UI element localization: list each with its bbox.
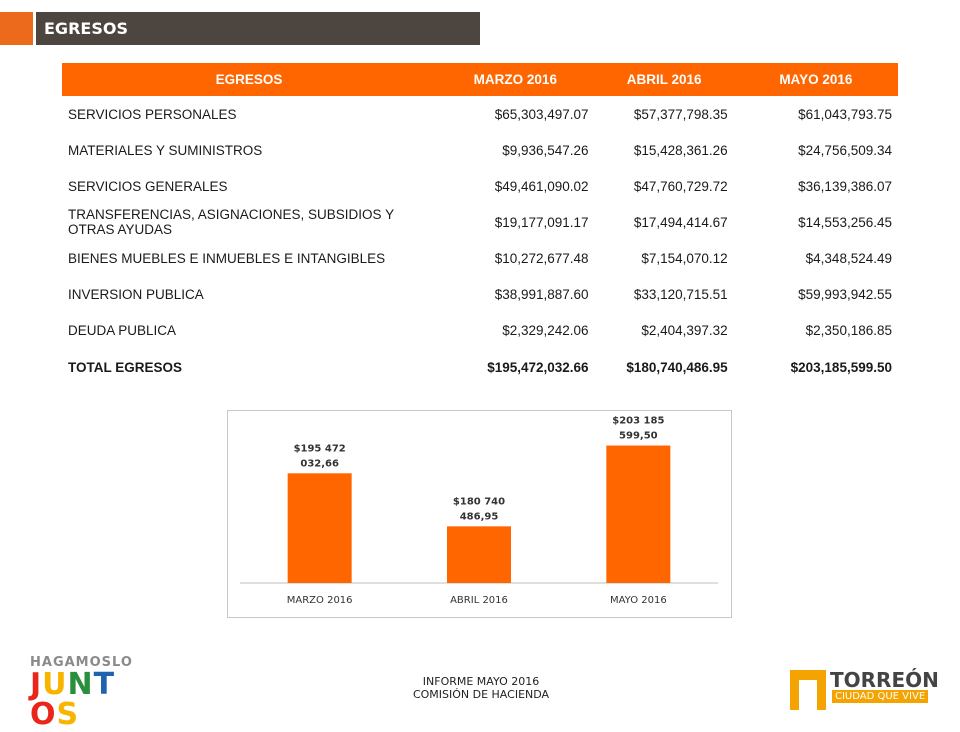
total-mayo: $203,185,599.50 bbox=[790, 359, 892, 375]
expenses-table: EGRESOS MARZO 2016 ABRIL 2016 MAYO 2016 … bbox=[62, 63, 898, 386]
cell-mayo: $14,553,256.45 bbox=[798, 214, 892, 230]
x-tick-label: ABRIL 2016 bbox=[450, 595, 508, 606]
table-row: TRANSFERENCIAS, ASIGNACIONES, SUBSIDIOS … bbox=[62, 204, 898, 240]
juntos-logo: HAGAMOSLO JUNT OS bbox=[30, 655, 140, 730]
column-header-marzo: MARZO 2016 bbox=[436, 63, 595, 96]
cell-abril: $17,494,414.67 bbox=[633, 214, 728, 230]
cell-mayo: $24,756,509.34 bbox=[798, 142, 892, 158]
logo-letter: U bbox=[42, 667, 68, 702]
logo-letter: N bbox=[67, 667, 94, 702]
footer-report-title: INFORME MAYO 2016 bbox=[422, 675, 540, 688]
cell-marzo: $10,272,677.48 bbox=[494, 250, 589, 266]
cell-mayo: $2,350,186.85 bbox=[805, 322, 892, 338]
table-row: SERVICIOS PERSONALES $65,303,497.07 $57,… bbox=[62, 96, 898, 132]
chart-bar bbox=[287, 473, 352, 583]
column-header-egresos: EGRESOS bbox=[62, 63, 437, 96]
footer: INFORME MAYO 2016 COMISIÓN DE HACIENDA bbox=[315, 668, 647, 716]
chart-bar bbox=[447, 526, 511, 583]
total-marzo: $195,472,032.66 bbox=[487, 359, 589, 375]
cell-abril: $33,120,715.51 bbox=[633, 286, 728, 302]
cell-marzo: $2,329,242.06 bbox=[502, 322, 589, 338]
column-header-abril: ABRIL 2016 bbox=[594, 63, 734, 96]
column-header-mayo: MAYO 2016 bbox=[733, 63, 898, 96]
total-row: TOTAL EGRESOS $195,472,032.66 $180,740,4… bbox=[62, 348, 898, 386]
table-row: MATERIALES Y SUMINISTROS $9,936,547.26 $… bbox=[62, 132, 898, 168]
torreon-mark-icon bbox=[790, 670, 826, 710]
cell-marzo: $65,303,497.07 bbox=[494, 106, 589, 122]
table-row: DEUDA PUBLICA $2,329,242.06 $2,404,397.3… bbox=[62, 312, 898, 348]
row-label: MATERIALES Y SUMINISTROS bbox=[68, 142, 263, 158]
footer-commission: COMISIÓN DE HACIENDA bbox=[412, 688, 550, 701]
cell-marzo: $38,991,887.60 bbox=[494, 286, 589, 302]
logo-left-main-text: JUNT OS bbox=[30, 670, 140, 730]
cell-marzo: $9,936,547.26 bbox=[502, 142, 589, 158]
row-label: SERVICIOS GENERALES bbox=[68, 178, 228, 194]
bar-data-label: $203 185 bbox=[612, 416, 664, 427]
title-accent-bar bbox=[0, 12, 33, 45]
bar-data-label: 599,50 bbox=[619, 431, 658, 442]
logo-letter: T bbox=[93, 667, 116, 702]
row-label: INVERSION PUBLICA bbox=[68, 286, 204, 302]
logo-left-top-text: HAGAMOSLO bbox=[30, 655, 133, 670]
cell-mayo: $59,993,942.55 bbox=[798, 286, 892, 302]
row-label: DEUDA PUBLICA bbox=[68, 322, 177, 338]
table-header-row: EGRESOS MARZO 2016 ABRIL 2016 MAYO 2016 bbox=[62, 63, 898, 96]
cell-abril: $2,404,397.32 bbox=[641, 322, 728, 338]
cell-mayo: $61,043,793.75 bbox=[798, 106, 892, 122]
cell-mayo: $4,348,524.49 bbox=[805, 250, 892, 266]
cell-abril: $7,154,070.12 bbox=[641, 250, 728, 266]
torreon-logo-tagline: CIUDAD QUE VIVE bbox=[832, 690, 929, 703]
x-tick-label: MARZO 2016 bbox=[287, 595, 353, 606]
bar-data-label: $180 740 bbox=[453, 496, 505, 507]
table-row: BIENES MUEBLES E INMUEBLES E INTANGIBLES… bbox=[62, 240, 898, 276]
row-label: TRANSFERENCIAS, ASIGNACIONES, SUBSIDIOS … bbox=[68, 207, 394, 237]
total-label: TOTAL EGRESOS bbox=[68, 359, 183, 375]
chart-bar bbox=[606, 445, 671, 583]
logo-letter: J bbox=[30, 667, 43, 702]
cell-abril: $57,377,798.35 bbox=[633, 106, 728, 122]
torreon-logo-name: TORREÓN bbox=[830, 668, 939, 692]
bar-data-label: 486,95 bbox=[460, 511, 499, 522]
cell-abril: $47,760,729.72 bbox=[633, 178, 728, 194]
chart-canvas: $195 472 032,66 MARZO 2016 $180 740 486,95 AB… bbox=[240, 416, 718, 606]
x-tick-label: MAYO 2016 bbox=[610, 595, 667, 606]
bar-data-label: 032,66 bbox=[300, 458, 339, 469]
page-title: EGRESOS bbox=[36, 12, 480, 45]
total-abril: $180,740,486.95 bbox=[626, 359, 728, 375]
bar-data-label: $195 472 bbox=[294, 443, 346, 454]
row-label: BIENES MUEBLES E INMUEBLES E INTANGIBLES bbox=[68, 250, 386, 266]
torreon-logo: TORREÓN CIUDAD QUE VIVE bbox=[790, 668, 939, 716]
cell-marzo: $49,461,090.02 bbox=[494, 178, 589, 194]
table-row: SERVICIOS GENERALES $49,461,090.02 $47,7… bbox=[62, 168, 898, 204]
cell-abril: $15,428,361.26 bbox=[633, 142, 728, 158]
row-label: SERVICIOS PERSONALES bbox=[68, 106, 237, 122]
expenses-bar-chart: $195 472 032,66 MARZO 2016 $180 740 486,95 AB… bbox=[227, 410, 732, 618]
logo-letter: S bbox=[56, 697, 80, 732]
logo-letter: O bbox=[30, 697, 57, 732]
table-row: INVERSION PUBLICA $38,991,887.60 $33,120… bbox=[62, 276, 898, 312]
cell-marzo: $19,177,091.17 bbox=[494, 214, 589, 230]
cell-mayo: $36,139,386.07 bbox=[798, 178, 892, 194]
